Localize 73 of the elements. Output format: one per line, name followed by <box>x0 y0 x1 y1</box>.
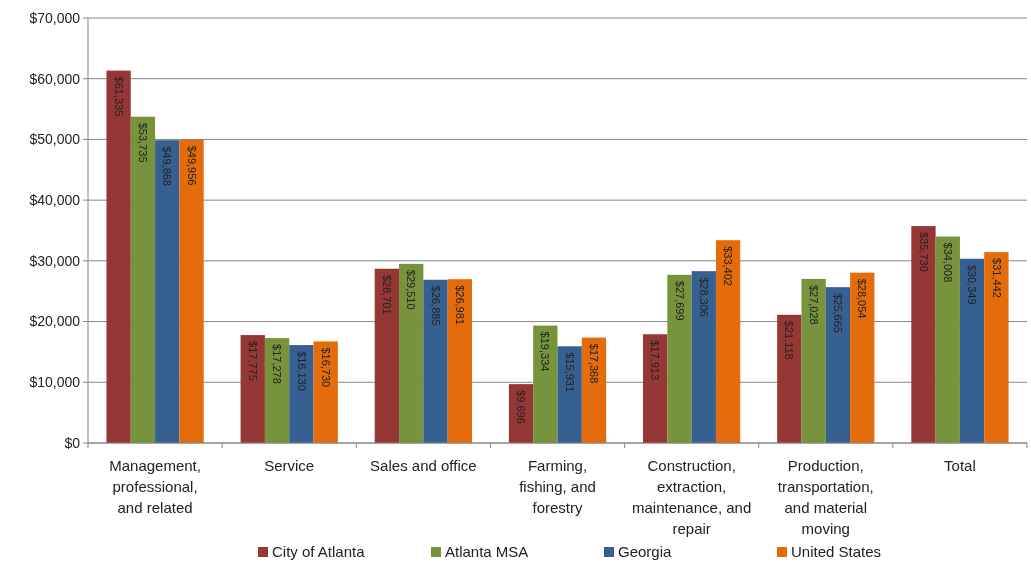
data-label: $34,008 <box>941 242 954 283</box>
bar <box>533 325 558 443</box>
bar <box>264 338 290 443</box>
bar <box>399 263 424 443</box>
x-tick-label: Farming, fishing, and forestry <box>519 457 596 516</box>
bar <box>691 271 716 443</box>
bar <box>289 345 314 443</box>
x-tick-label: Service <box>264 457 315 474</box>
legend-label: Atlanta MSA <box>445 543 529 560</box>
x-tick-label: Production, transportation, and material moving <box>777 457 874 537</box>
bar <box>423 279 448 443</box>
data-label: $16,130 <box>295 351 308 391</box>
data-label: $25,665 <box>832 293 845 333</box>
data-label: $17,775 <box>246 341 259 381</box>
data-label: $28,306 <box>697 277 710 317</box>
y-tick-label: $10,000 <box>29 374 81 391</box>
bar <box>313 341 338 443</box>
y-tick-label: $30,000 <box>29 252 81 269</box>
data-label: $28,054 <box>856 278 869 319</box>
data-label: $49,956 <box>185 145 198 186</box>
bar <box>667 274 692 443</box>
bar <box>715 240 741 443</box>
data-label: $17,278 <box>271 344 284 384</box>
legend-label: Georgia <box>618 543 673 560</box>
y-tick-label: $40,000 <box>29 192 81 209</box>
legend-label: United States <box>791 543 882 560</box>
x-tick-label: Total <box>944 457 976 474</box>
data-label: $27,699 <box>673 280 686 321</box>
data-label: $27,028 <box>807 284 820 325</box>
x-tick-label: Sales and office <box>370 457 477 474</box>
data-label: $29,510 <box>405 269 418 310</box>
bar <box>643 334 668 443</box>
data-label: $61,335 <box>112 76 125 117</box>
bar <box>447 279 472 443</box>
y-tick-label: $70,000 <box>29 9 81 26</box>
data-label: $15,931 <box>563 352 576 393</box>
bar <box>130 116 156 443</box>
y-tick-label: $50,000 <box>29 131 81 148</box>
bar <box>959 258 985 443</box>
bar <box>801 278 826 443</box>
data-label: $53,735 <box>137 122 150 163</box>
data-label: $35,730 <box>917 232 930 272</box>
bar <box>179 139 204 443</box>
bar <box>155 140 180 443</box>
bar <box>106 70 131 443</box>
bar <box>935 236 960 443</box>
data-label: $26,981 <box>453 285 466 325</box>
bar <box>557 346 582 443</box>
data-label: $31,442 <box>990 258 1003 298</box>
x-tick-label: Management, professional, and related <box>109 457 201 516</box>
data-label: $21,118 <box>783 320 796 360</box>
data-label: $17,913 <box>649 340 662 381</box>
y-tick-label: $20,000 <box>29 313 81 330</box>
bar <box>777 314 802 443</box>
bar <box>850 272 875 443</box>
data-label: $26,885 <box>429 285 442 326</box>
bar <box>240 335 265 443</box>
data-label: $49,868 <box>161 146 174 186</box>
bar <box>984 252 1009 443</box>
y-tick-label: $60,000 <box>29 70 81 87</box>
data-label: $30,349 <box>966 264 979 305</box>
x-tick-label: Construction, extraction, maintenance, and repair <box>632 457 752 537</box>
data-label: $9,696 <box>515 390 528 424</box>
bar <box>825 287 851 443</box>
data-label: $16,730 <box>319 347 332 388</box>
y-tick-label: $0 <box>64 434 81 451</box>
data-label: $28,701 <box>381 274 394 315</box>
data-label: $17,368 <box>588 343 601 384</box>
data-label: $33,402 <box>722 246 735 286</box>
bar <box>374 268 400 443</box>
data-label: $19,334 <box>539 331 552 372</box>
bar <box>911 226 936 443</box>
legend-label: City of Atlanta <box>272 543 366 560</box>
